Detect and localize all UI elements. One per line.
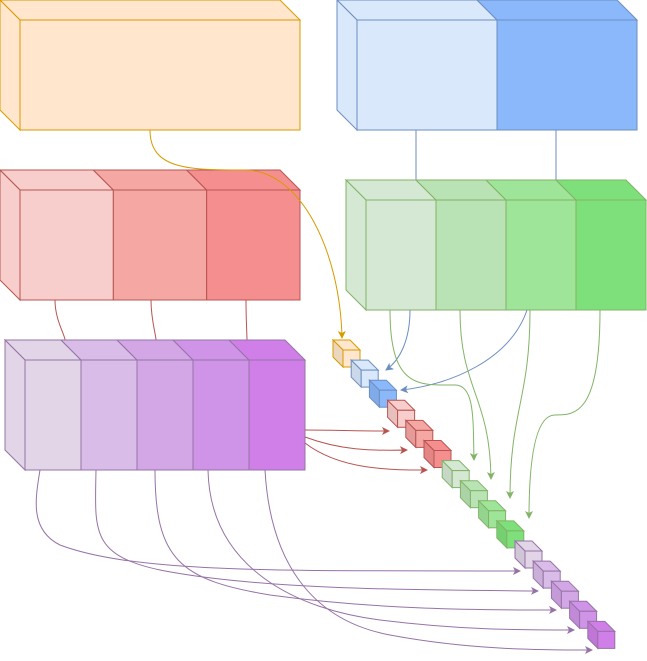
tensor-block-layer bbox=[0, 0, 646, 470]
green-arrow-3 bbox=[510, 310, 530, 498]
green-segment-4-front bbox=[576, 200, 646, 310]
green-tensor-block bbox=[346, 180, 646, 310]
green-arrow-2 bbox=[460, 310, 491, 479]
blue-tensor-block bbox=[337, 0, 637, 130]
blue-segment-2-top bbox=[477, 0, 637, 20]
blue-arrow-1 bbox=[386, 310, 410, 370]
red-arrow-3 bbox=[305, 443, 427, 470]
green-arrow-4 bbox=[529, 310, 600, 518]
blue-segment-1-side bbox=[337, 0, 357, 130]
purple-segment-2-front bbox=[81, 360, 137, 470]
red-segment-3-front bbox=[207, 190, 300, 300]
purple-arrow-3 bbox=[155, 470, 556, 610]
purple-arrow-1 bbox=[36, 470, 520, 571]
red-tensor-block bbox=[0, 170, 300, 300]
red-to-purple-connector-2 bbox=[151, 300, 156, 340]
orange-segment-1-front bbox=[20, 20, 300, 130]
red-arrow-2 bbox=[305, 437, 407, 450]
flattened-cube-layer bbox=[333, 340, 615, 648]
red-segment-1-side bbox=[0, 170, 20, 300]
green-segment-1-side bbox=[346, 180, 366, 310]
orange-tensor-block bbox=[0, 0, 300, 130]
red-segment-3-top bbox=[187, 170, 300, 190]
orange-segment-1-top bbox=[0, 0, 300, 20]
green-segment-1-front bbox=[366, 200, 436, 310]
green-segment-3-front bbox=[506, 200, 576, 310]
red-arrow-1 bbox=[305, 430, 389, 431]
purple-segment-1-front bbox=[25, 360, 81, 470]
purple-segment-4-front bbox=[193, 360, 249, 470]
purple-flat-cube-5 bbox=[588, 621, 615, 648]
purple-flat-cube-5-front bbox=[598, 631, 615, 648]
blue-segment-1-top bbox=[337, 0, 497, 20]
red-to-purple-connector-1 bbox=[55, 300, 65, 340]
purple-tensor-block bbox=[5, 340, 305, 470]
purple-arrow-5 bbox=[265, 470, 592, 650]
blue-segment-1-front bbox=[357, 20, 497, 130]
orange-segment-1-side bbox=[0, 0, 20, 130]
red-segment-1-front bbox=[20, 190, 113, 300]
purple-segment-5-front bbox=[249, 360, 305, 470]
blue-arrow-2 bbox=[401, 310, 527, 390]
purple-segment-1-side bbox=[5, 340, 25, 470]
red-segment-2-front bbox=[113, 190, 206, 300]
blue-segment-2-front bbox=[497, 20, 637, 130]
green-segment-2-front bbox=[436, 200, 506, 310]
red-to-purple-connector-3 bbox=[246, 300, 247, 340]
purple-segment-3-front bbox=[137, 360, 193, 470]
